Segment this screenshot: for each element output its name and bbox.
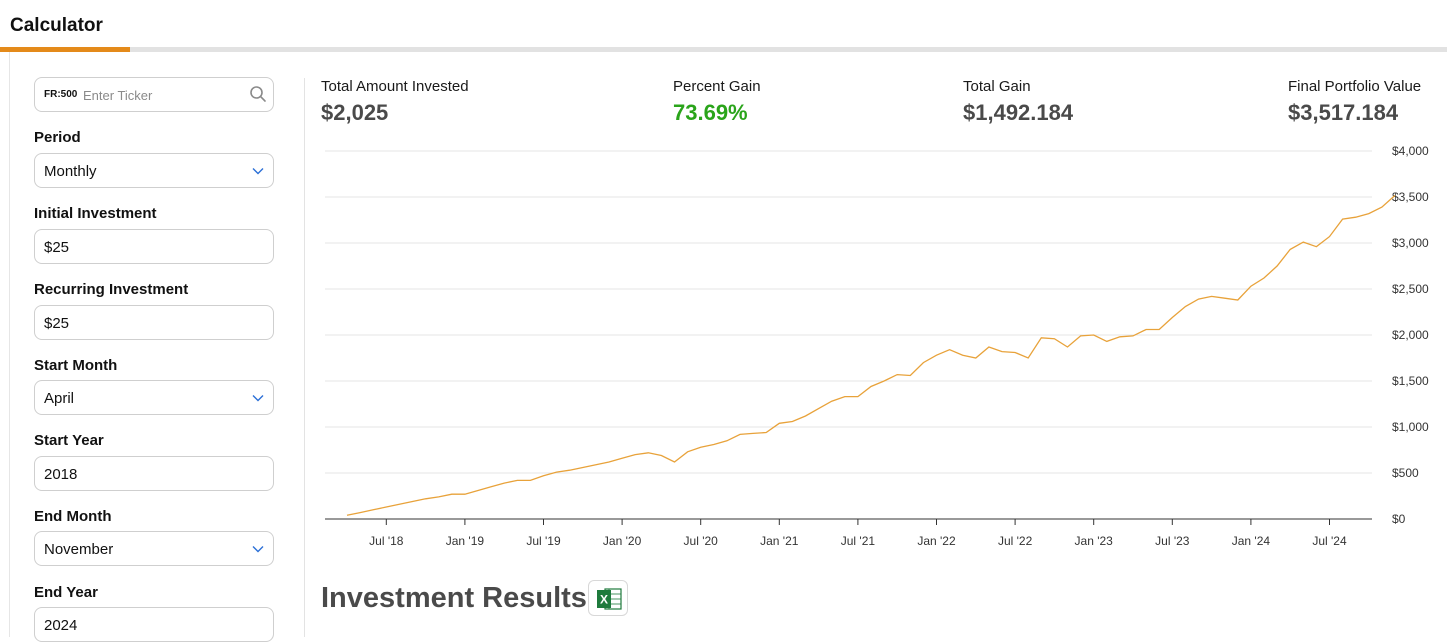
final-value-label: Final Portfolio Value <box>1288 78 1422 95</box>
x-tick-label: Jan '21 <box>760 534 799 548</box>
end-year-field[interactable]: 2024 <box>34 607 274 642</box>
initial-investment-label: Initial Investment <box>34 205 157 222</box>
excel-icon: X <box>597 588 622 610</box>
header: Calculator <box>0 0 1447 52</box>
y-tick-label: $2,000 <box>1392 328 1429 342</box>
series-line <box>346 194 1396 516</box>
y-tick-label: $500 <box>1392 466 1419 480</box>
header-active-indicator <box>0 47 130 52</box>
page-title: Calculator <box>10 15 103 36</box>
export-excel-button[interactable]: X <box>588 580 628 616</box>
initial-investment-field[interactable]: $25 <box>34 229 274 264</box>
search-icon[interactable] <box>249 85 267 103</box>
final-value-value: $3,517.184 <box>1288 100 1399 125</box>
header-divider <box>0 47 1447 52</box>
ticker-search[interactable]: FR:500 <box>34 77 274 112</box>
panel-divider <box>304 78 305 637</box>
period-label: Period <box>34 129 81 146</box>
y-tick-label: $0 <box>1392 512 1406 526</box>
y-tick-label: $2,500 <box>1392 282 1429 296</box>
x-tick-label: Jul '19 <box>526 534 561 548</box>
y-tick-label: $3,500 <box>1392 190 1429 204</box>
initial-investment-value: $25 <box>44 239 70 256</box>
end-month-select[interactable]: November <box>34 531 274 566</box>
x-tick-label: Jul '21 <box>841 534 876 548</box>
x-tick-label: Jan '23 <box>1075 534 1114 548</box>
start-year-label: Start Year <box>34 432 104 449</box>
svg-text:X: X <box>600 593 608 607</box>
y-tick-label: $1,000 <box>1392 420 1429 434</box>
x-tick-label: Jul '24 <box>1312 534 1347 548</box>
recurring-investment-label: Recurring Investment <box>34 281 189 298</box>
y-tick-label: $4,000 <box>1392 144 1429 158</box>
period-value: Monthly <box>44 163 97 180</box>
end-year-value: 2024 <box>44 617 78 634</box>
ticker-input[interactable] <box>83 86 243 104</box>
percent-gain-label: Percent Gain <box>673 78 761 95</box>
percent-gain-value: 73.69% <box>673 100 748 125</box>
portfolio-line-chart: $0 $500 $1,000 $1,500 $2,000 $2,500 $3,000 $3,5… <box>325 144 1429 548</box>
y-tick-label: $1,500 <box>1392 374 1429 388</box>
x-tick-label: Jul '23 <box>1155 534 1190 548</box>
total-invested-label: Total Amount Invested <box>321 78 469 95</box>
x-tick-label: Jul '22 <box>998 534 1033 548</box>
end-month-label: End Month <box>34 508 112 525</box>
x-tick-label: Jul '18 <box>369 534 404 548</box>
end-month-value: November <box>44 541 114 558</box>
ticker-prefix: FR:500 <box>44 89 78 100</box>
start-month-value: April <box>44 390 75 407</box>
start-month-label: Start Month <box>34 357 118 374</box>
x-tick-label: Jul '20 <box>684 534 719 548</box>
x-tick-label: Jan '19 <box>446 534 485 548</box>
recurring-investment-value: $25 <box>44 315 70 332</box>
recurring-investment-field[interactable]: $25 <box>34 305 274 340</box>
start-month-select[interactable]: April <box>34 380 274 415</box>
y-tick-label: $3,000 <box>1392 236 1429 250</box>
x-tick-label: Jan '24 <box>1232 534 1271 548</box>
investment-results-title: Investment Results <box>321 582 587 614</box>
total-invested-value: $2,025 <box>321 100 389 125</box>
total-gain-value: $1,492.184 <box>963 100 1074 125</box>
chevron-down-icon <box>252 168 264 175</box>
period-select[interactable]: Monthly <box>34 153 274 188</box>
total-gain-label: Total Gain <box>963 78 1031 95</box>
x-tick-label: Jan '20 <box>603 534 642 548</box>
start-year-field[interactable]: 2018 <box>34 456 274 491</box>
calculator-panel <box>9 52 1447 637</box>
chevron-down-icon <box>252 395 264 402</box>
end-year-label: End Year <box>34 584 98 601</box>
chevron-down-icon <box>252 546 264 553</box>
x-tick-label: Jan '22 <box>917 534 956 548</box>
start-year-value: 2018 <box>44 466 78 483</box>
